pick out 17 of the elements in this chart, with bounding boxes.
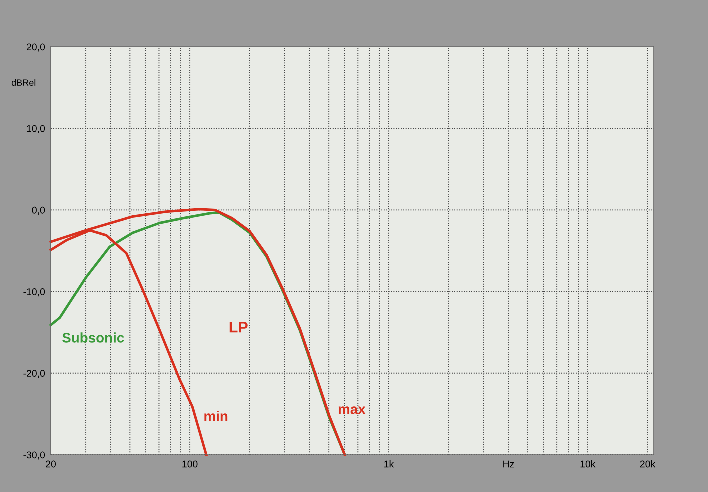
y-tick-label: -30,0 [24,452,46,460]
annotation: LP [230,322,248,333]
series-label: min [204,411,228,422]
series-label: max [338,406,366,414]
x-tick-label: 1k [384,460,394,468]
x-tick-label: 10k [580,460,596,468]
x-tick-label: Hz [504,460,514,468]
series-label: Subsonic [62,332,124,343]
y-tick-label: 10,0 [27,125,46,134]
y-axis-title: dBRel [12,79,36,86]
y-tick-label: -10,0 [24,288,46,297]
y-tick-label: -20,0 [24,370,46,378]
y-tick-label: 0,0 [32,206,46,215]
x-tick-label: 20 [46,460,56,468]
x-tick-label: 100 [182,460,198,468]
y-tick-label: 20,0 [27,44,46,52]
x-tick-label: 20k [640,460,656,468]
